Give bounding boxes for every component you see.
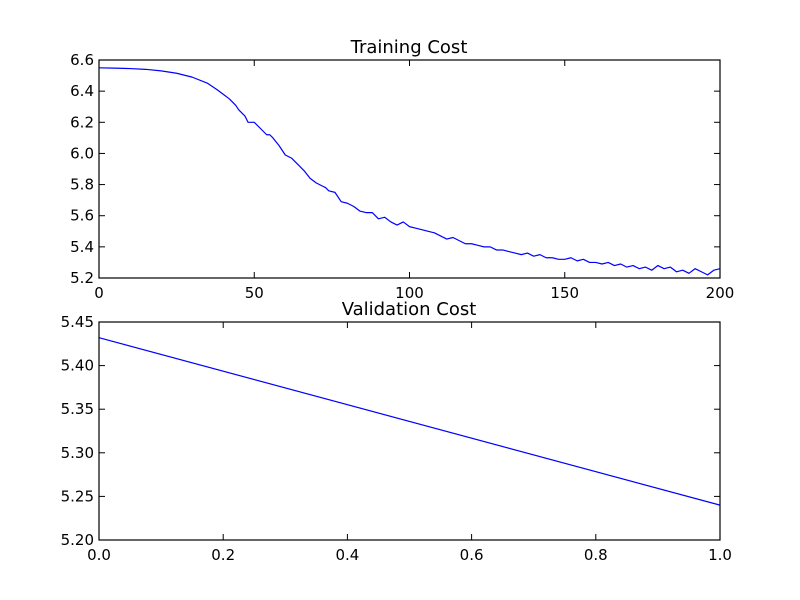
plot-frame — [98, 59, 721, 279]
x-tick-label: 1.0 — [708, 546, 732, 564]
series-group — [98, 67, 721, 276]
y-tick-label: 6.4 — [70, 82, 94, 100]
x-tick-label: 50 — [245, 284, 264, 302]
x-tick-label: 0.8 — [584, 546, 608, 564]
x-tick-label: 0 — [94, 284, 104, 302]
x-tick-label: 150 — [550, 284, 579, 302]
training-cost-chart: Training Cost 0 50 100 150 200 5.2 5.4 5.6 5.8 6.… — [70, 37, 734, 302]
x-tick-label: 0.2 — [211, 546, 235, 564]
y-tick-label: 6.2 — [70, 113, 94, 131]
y-tick-label: 5.40 — [61, 357, 94, 375]
chart-title: Validation Cost — [342, 299, 477, 320]
x-tick-label: 100 — [395, 284, 424, 302]
x-tick-label: 0.0 — [87, 546, 111, 564]
y-tick-label: 5.35 — [61, 400, 94, 418]
y-tick-label: 5.20 — [61, 531, 94, 549]
series-group — [98, 337, 721, 506]
y-tick-label: 5.6 — [70, 207, 94, 225]
chart-title: Training Cost — [350, 37, 468, 58]
y-tick-label: 5.2 — [70, 269, 94, 287]
ticks: 0.0 0.2 0.4 0.6 0.8 1.0 5.20 5.25 5.30 5.35 5.40 5.… — [61, 313, 732, 564]
series-line — [98, 67, 721, 276]
validation-cost-chart: Validation Cost 0.0 0.2 0.4 0.6 0.8 1.0 5.20 5.… — [61, 299, 732, 564]
ticks: 0 50 100 150 200 5.2 5.4 5.6 5.8 6.0 6.2 6.4 6.6 — [70, 51, 734, 302]
y-tick-label: 5.30 — [61, 444, 94, 462]
x-tick-label: 0.6 — [460, 546, 484, 564]
y-tick-label: 5.8 — [70, 176, 94, 194]
x-tick-label: 0.4 — [335, 546, 359, 564]
y-tick-label: 5.25 — [61, 487, 94, 505]
x-tick-label: 200 — [706, 284, 735, 302]
series-line — [98, 337, 721, 506]
y-tick-label: 5.4 — [70, 238, 94, 256]
y-tick-label: 6.6 — [70, 51, 94, 69]
y-tick-label: 6.0 — [70, 144, 94, 162]
plot-frame — [98, 321, 721, 541]
y-tick-label: 5.45 — [61, 313, 94, 331]
